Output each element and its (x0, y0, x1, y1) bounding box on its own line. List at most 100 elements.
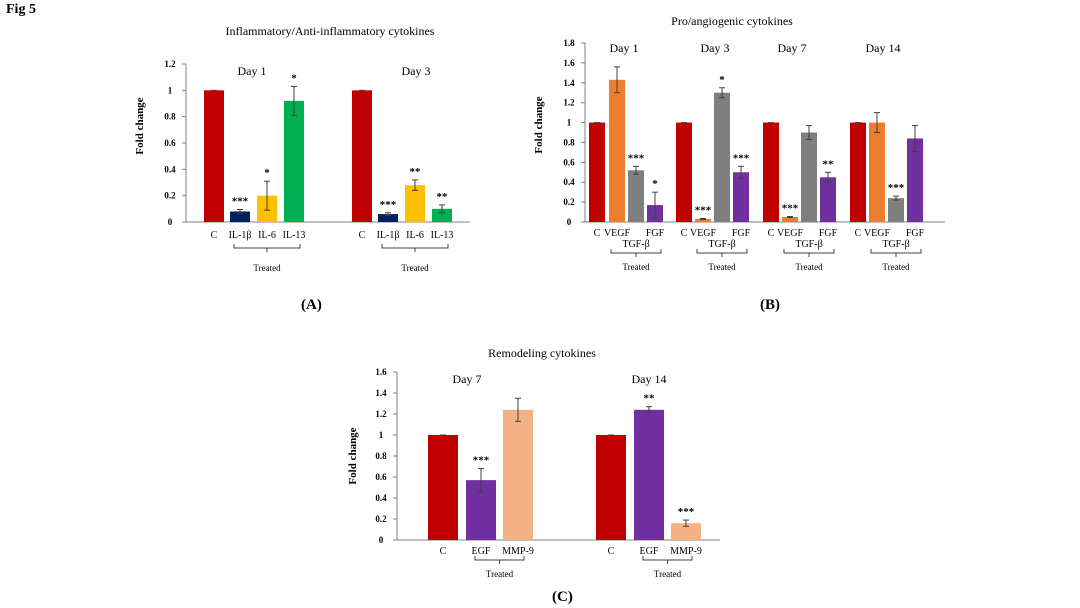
chart1-bar-tgf (888, 198, 904, 222)
chart1-title: Pro/angiogenic cytokines (671, 14, 793, 28)
chart0-bar-il13 (284, 100, 304, 222)
chart1-treated-label: Treated (708, 262, 736, 272)
chart1-y-tick-label: 0.6 (563, 157, 575, 167)
chart0-category-label: C (359, 230, 366, 241)
chart2-y-tick-label: 1.4 (375, 388, 387, 398)
chart0-significance-label: *** (380, 199, 397, 211)
chart0-treated-bracket (381, 244, 449, 252)
chart2-category-label: MMP-9 (670, 546, 702, 557)
chart1-y-tick-label: 0.2 (563, 197, 575, 207)
chart1-y-tick-label: 1.4 (563, 78, 575, 88)
chart2-treated-bracket (642, 556, 693, 564)
chart1-bar-tgf (628, 170, 644, 222)
chart1-day-label: Day 3 (701, 41, 730, 55)
chart0-title: Inflammatory/Anti-inflammatory cytokines (226, 24, 435, 38)
chart2-y-tick-label: 0.8 (375, 451, 387, 461)
chart0-category-label: IL-13 (431, 230, 454, 241)
chart1-category-label: TGF-β (795, 239, 822, 250)
panel-label-c: (C) (552, 589, 573, 605)
chart0-bar-c (352, 90, 372, 222)
chart0-treated-label: Treated (401, 263, 429, 273)
chart1-day-label: Day 14 (866, 41, 901, 55)
chart2-bar-mmp9 (503, 409, 533, 540)
chart1-bar-tgf (801, 132, 817, 222)
chart1-y-tick-label: 1.6 (563, 58, 575, 68)
chart2-significance-label: *** (473, 455, 490, 467)
chart2-category-label: C (608, 546, 615, 557)
chart2-y-tick-label: 1.6 (375, 367, 387, 377)
chart1-treated-bracket (783, 249, 835, 257)
chart0-category-label: IL-6 (258, 230, 276, 241)
chart1-category-label: VEGF (777, 228, 804, 239)
chart1-bar-vegf (695, 219, 711, 222)
figure-label: Fig 5 (6, 2, 36, 17)
chart2-category-label: EGF (640, 546, 659, 557)
chart1-bar-c (763, 122, 779, 222)
chart0-category-label: IL-13 (283, 230, 306, 241)
chart1-bar-c (850, 122, 866, 222)
chart1-category-label: FGF (906, 228, 925, 239)
chart1-significance-label: *** (695, 205, 712, 217)
chart0-y-tick-label: 1.2 (164, 59, 176, 69)
chart1-category-label: VEGF (864, 228, 891, 239)
chart1-category-label: C (594, 228, 601, 239)
chart0-day-label: Day 3 (402, 64, 431, 78)
panel-label-a: (A) (301, 297, 322, 313)
chart0-significance-label: *** (232, 195, 249, 207)
chart1-treated-bracket (870, 249, 922, 257)
chart1-significance-label: *** (888, 182, 905, 194)
chart1-bar-fgf (907, 138, 923, 222)
chart2-y-tick-label: 0.2 (375, 514, 387, 524)
chart1-category-label: VEGF (690, 228, 717, 239)
chart1-category-label: C (681, 228, 688, 239)
chart2-y-tick-label: 1.2 (375, 409, 387, 419)
chart1-bar-vegf (609, 79, 625, 223)
chart1-significance-label: * (719, 74, 725, 86)
chart1-category-label: C (855, 228, 862, 239)
chart0-bar-il1 (230, 211, 250, 222)
chart2-category-label: C (440, 546, 447, 557)
chart0-y-tick-label: 0.8 (164, 112, 176, 122)
chart2-y-tick-label: 0.4 (375, 493, 387, 503)
chart1-treated-label: Treated (622, 262, 650, 272)
chart1-category-label: TGF-β (708, 239, 735, 250)
chart1-category-label: FGF (732, 228, 751, 239)
chart1-treated-bracket (696, 249, 748, 257)
chart2-day-label: Day 7 (453, 372, 482, 386)
chart1-significance-label: *** (628, 152, 645, 164)
chart1-bar-vegf (782, 217, 798, 222)
chart1-category-label: TGF-β (622, 239, 649, 250)
chart1-y-axis-label: Fold change (533, 96, 545, 153)
chart0-bar-il13 (432, 208, 452, 222)
chart1-day-label: Day 1 (610, 41, 639, 55)
chart0-significance-label: ** (437, 191, 449, 203)
chart0-significance-label: ** (410, 166, 422, 178)
chart1-day-label: Day 7 (778, 41, 807, 55)
chart2-significance-label: ** (644, 393, 656, 405)
chart1-bar-fgf (733, 172, 749, 222)
chart1-category-label: VEGF (604, 228, 631, 239)
chart1-category-label: TGF-β (882, 239, 909, 250)
chart1-significance-label: ** (823, 158, 835, 170)
chart2-treated-bracket (474, 556, 525, 564)
chart0-category-label: C (211, 230, 218, 241)
chart0-y-tick-label: 0 (168, 217, 173, 227)
chart1-category-label: C (768, 228, 775, 239)
chart0-bar-c (204, 90, 224, 222)
chart1-treated-label: Treated (795, 262, 823, 272)
chart2-treated-label: Treated (486, 569, 514, 579)
chart0-bar-il6 (405, 185, 425, 222)
chart2-bar-mmp9 (671, 523, 701, 540)
chart0-treated-label: Treated (253, 263, 281, 273)
chart1-y-tick-label: 1.8 (563, 38, 575, 48)
chart0-y-tick-label: 0.6 (164, 138, 176, 148)
chart1-bar-c (589, 122, 605, 222)
chart2-bar-c (428, 435, 458, 540)
chart0-y-tick-label: 0.4 (164, 164, 176, 174)
chart2-category-label: EGF (472, 546, 491, 557)
chart2-y-tick-label: 1 (379, 430, 384, 440)
chart0-y-tick-label: 1 (168, 85, 173, 95)
chart0-category-label: IL-1β (377, 230, 400, 241)
chart1-category-label: FGF (819, 228, 838, 239)
